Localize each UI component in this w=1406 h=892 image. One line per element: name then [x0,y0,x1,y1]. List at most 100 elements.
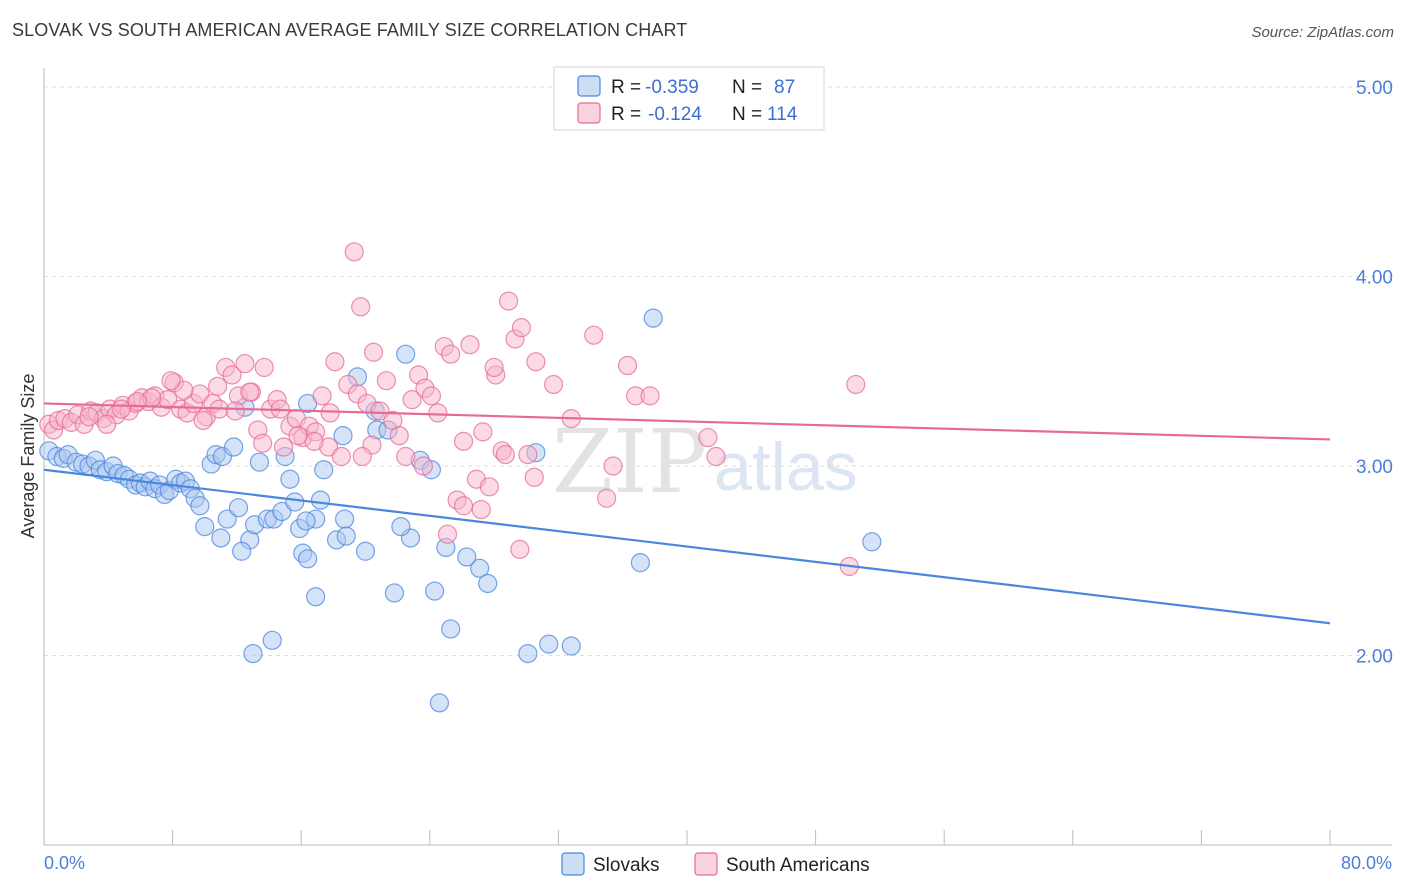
south-americans-point [510,539,530,559]
south-americans-point [253,433,273,453]
series-legend: Slovaks South Americans [561,852,870,876]
legend-n-label: N = [732,104,762,125]
slovaks-point [272,501,292,522]
south-americans-point [597,488,617,508]
south-americans-point [240,382,260,402]
legend-swatch-south-americans [694,852,718,876]
slovaks-point [228,498,249,518]
south-americans-point [254,357,274,378]
slovaks-point [217,509,237,529]
slovaks-point [314,460,334,480]
slovaks-point [285,492,305,512]
south-americans-point [273,437,294,457]
south-americans-point [127,391,147,412]
south-americans-point [617,355,638,376]
slovaks-point [298,549,318,569]
south-americans-point [543,374,564,395]
south-americans-point [421,386,442,406]
y-tick-label: 3.00 [1356,457,1393,478]
trend-lines [43,402,1331,625]
south-americans-point [352,446,372,467]
south-americans-point [389,426,409,446]
slovaks-point [470,558,490,578]
slovaks-point [630,553,650,573]
y-axis-tick-labels: 2.00 3.00 4.00 5.00 [1356,78,1393,668]
slovaks-point [384,583,405,603]
south-americans-point [471,499,491,520]
slovaks-point [306,587,326,607]
south-americans-point [495,445,515,465]
south-americans-point [344,242,364,262]
south-americans-point [370,401,390,421]
slovaks-point [429,693,450,713]
south-americans-point [320,403,340,423]
slovaks-point [478,573,498,594]
slovaks-point [296,511,316,531]
y-tick-label: 2.00 [1356,646,1393,667]
legend-r-value-south-americans: -0.124 [648,104,702,125]
south-americans-point [453,431,474,451]
slovaks-trend-line [43,468,1331,625]
slovaks-point [249,452,270,472]
south-americans-point [453,496,474,516]
south-americans-point [460,335,480,355]
slovaks-point [425,581,445,601]
south-americans-point [402,390,422,410]
watermark-atlas: atlas [714,429,858,505]
slovaks-point [190,496,210,516]
south-americans-point [640,386,660,406]
x-axis-ticks [172,830,1331,845]
south-americans-point [225,401,245,421]
south-americans-point [473,422,493,442]
legend-swatch-south-americans [577,102,601,124]
south-americans-trend-line [43,402,1331,441]
slovaks-point [195,517,215,537]
slovaks-point [561,636,581,656]
slovaks-point [310,490,331,510]
slovaks-point [539,634,559,654]
south-americans-point [518,445,538,465]
south-americans-point [603,456,623,476]
south-americans-point [208,376,228,396]
south-americans-point [97,414,117,434]
south-americans-point [479,477,499,497]
south-americans-point [498,291,519,311]
south-americans-point [526,352,546,372]
slovaks-point [280,469,300,489]
slovaks-point [224,437,244,457]
south-americans-point [484,357,504,378]
y-tick-label: 5.00 [1356,78,1393,99]
slovaks-point [441,619,461,639]
legend-label-south-americans: South Americans [726,855,870,876]
legend-n-value-slovaks: 87 [774,77,795,98]
slovaks-point [243,643,263,664]
south-americans-point [441,344,461,364]
south-americans-point [428,403,448,423]
south-americans-point [174,380,194,400]
slovaks-point [335,509,355,529]
south-americans-point [511,318,532,338]
south-americans-point [396,446,416,467]
x-tick-label-max: 80.0% [1341,853,1392,873]
south-americans-point [437,524,458,544]
south-americans-point [161,371,181,391]
slovaks-point [232,541,252,561]
slovaks-point [391,517,411,537]
south-americans-point [376,371,396,391]
slovaks-point [333,426,353,446]
legend-n-label: N = [732,77,762,98]
south-americans-point [304,431,324,451]
slovaks-point [518,643,538,664]
south-americans-point [706,446,726,467]
slovaks-point [262,630,282,650]
south-americans-point [325,352,345,372]
south-americans-points [39,242,866,577]
legend-r-label: R = [611,77,641,98]
south-americans-point [111,399,131,419]
south-americans-point [193,410,213,431]
legend-label-slovaks: Slovaks [593,855,660,876]
source-credit: Source: ZipAtlas.com [1251,24,1394,41]
legend-n-value-south-americans: 114 [767,104,798,125]
south-americans-point [331,446,351,467]
